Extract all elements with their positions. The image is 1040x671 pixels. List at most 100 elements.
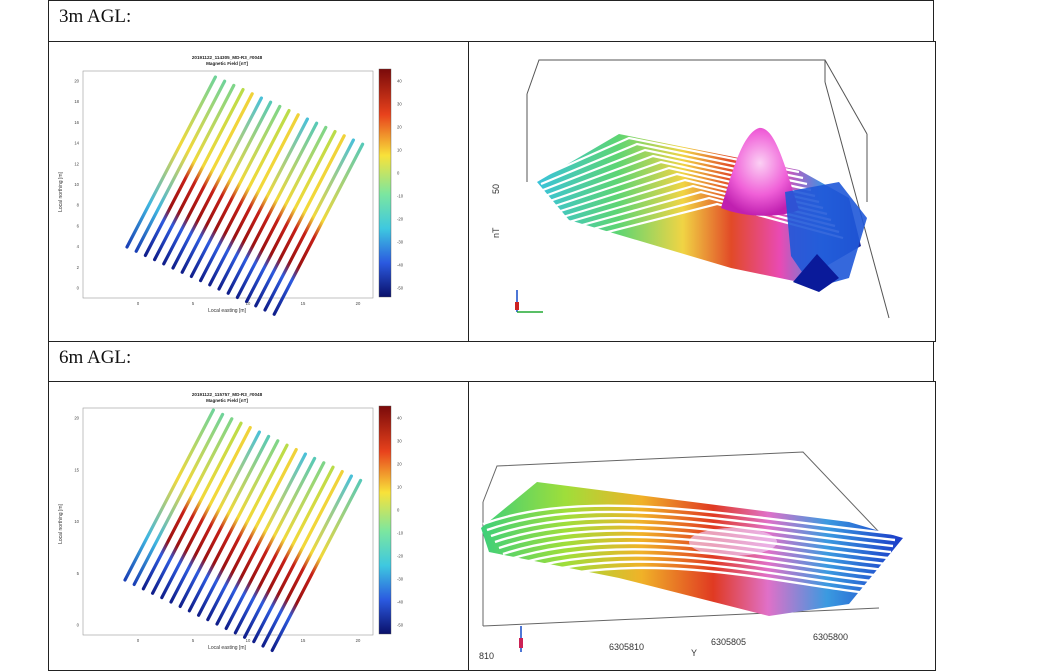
flight-line — [261, 474, 353, 648]
y-tick-label: 0 — [77, 286, 80, 291]
flight-line — [243, 465, 335, 639]
flight-line — [270, 478, 363, 652]
map-2d-cell-6m: 20191122_115757_MD-R3_#0048 Magnetic Fie… — [48, 381, 469, 671]
y-tick-label: 6305800 — [813, 632, 848, 642]
surface-stripe — [490, 516, 894, 548]
surface-stripe — [522, 566, 878, 596]
y-axis-ticks: 6305810 6305805 6305800 — [609, 632, 848, 652]
surface-stripe — [514, 554, 882, 584]
colorbar-tick-label: 30 — [397, 102, 402, 107]
y-tick-label: 14 — [74, 141, 79, 146]
colorbar-tick-label: -30 — [397, 240, 404, 245]
flight-line — [206, 447, 298, 622]
row-title-3m: 3m AGL: — [48, 0, 934, 42]
results-table: 3m AGL: 20191122_114305_MD-R3_#0048 Magn… — [48, 0, 936, 671]
map-2d-cell-3m: 20191122_114305_MD-R3_#0048 Magnetic Fie… — [48, 41, 469, 342]
y-tick-label: 2 — [77, 265, 80, 270]
y-ticks: 0 2 4 6 8 10 12 14 16 18 20 — [74, 79, 79, 291]
flight-line — [272, 142, 365, 316]
y-axis-label: Local northing [m] — [58, 172, 64, 212]
colorbar-tick-label: -10 — [397, 194, 404, 199]
colorbar-ticks: 40 30 20 10 0 -10 -20 -30 -40 -50 — [397, 79, 404, 291]
x-tick-label: 5 — [192, 301, 195, 306]
y-tick-label: 6305810 — [609, 642, 644, 652]
axis-triad-icon — [519, 626, 523, 652]
plot-subtitle: Magnetic Field [nT] — [206, 398, 248, 403]
view-3d-cell-6m: 6305810 6305805 6305800 Y 810 — [468, 381, 936, 671]
y-tick-label: 20 — [74, 416, 79, 421]
colorbar-tick-label: 20 — [397, 462, 402, 467]
flight-line — [169, 430, 261, 604]
colorbar-tick-label: 0 — [397, 171, 400, 176]
map-2d-plot-6m: 20191122_115757_MD-R3_#0048 Magnetic Fie… — [58, 392, 404, 652]
y-axis-label: Y — [691, 648, 697, 658]
plot-subtitle: Magnetic Field [nT] — [206, 61, 248, 66]
flight-line — [162, 92, 254, 266]
colorbar-tick-label: 20 — [397, 125, 402, 130]
flight-line — [180, 100, 273, 274]
surface-stripe — [502, 535, 888, 566]
colorbar-tick-label: 40 — [397, 79, 402, 84]
y-ticks: 0 5 10 15 20 — [74, 416, 79, 628]
x-tick-label: 0 — [137, 638, 140, 643]
surface-stripe — [498, 529, 890, 560]
y-tick-label: 10 — [74, 182, 79, 187]
axis-triad-icon — [515, 290, 543, 313]
x-tick-label: 5 — [192, 638, 195, 643]
flight-lines — [125, 75, 365, 316]
colorbar-ticks: 40 30 20 10 0 -10 -20 -30 -40 -50 — [397, 416, 404, 628]
flight-line — [215, 452, 307, 626]
flight-line — [189, 104, 282, 278]
plot-title: 20191122_115757_MD-R3_#0048 — [192, 392, 263, 397]
flight-line — [224, 456, 317, 630]
y-tick-label: 8 — [77, 203, 80, 208]
flight-line — [233, 461, 326, 635]
colorbar-tick-label: -40 — [397, 263, 404, 268]
flight-line — [123, 408, 215, 582]
x-tick-label: 0 — [137, 301, 140, 306]
flight-line — [132, 412, 225, 586]
surface-stripe — [510, 548, 884, 578]
y-tick-label: 12 — [74, 161, 79, 166]
surface-stripe — [518, 560, 880, 590]
x-tick-label: 15 — [301, 301, 306, 306]
flight-line — [143, 83, 236, 257]
flight-line — [125, 75, 217, 249]
flight-line — [160, 425, 252, 600]
colorbar-tick-label: 10 — [397, 485, 402, 490]
x-tick-label: 10 — [246, 301, 251, 306]
surface-stripe — [482, 504, 898, 536]
view-3d-6m: 6305810 6305805 6305800 Y 810 — [479, 451, 903, 661]
x-tick-label: 20 — [356, 638, 361, 643]
flight-line — [254, 134, 346, 308]
row-title-6m: 6m AGL: — [48, 341, 934, 382]
y-tick-label: 15 — [74, 467, 79, 472]
y-tick-label: 6 — [77, 223, 80, 228]
colorbar-tick-label: -40 — [397, 600, 404, 605]
colorbar-tick-label: -50 — [397, 623, 404, 628]
flight-line — [178, 434, 271, 608]
surface-stripe — [494, 523, 892, 554]
flight-line — [252, 469, 344, 644]
x-tick-label: 15 — [301, 638, 306, 643]
colorbar-tick-label: -30 — [397, 577, 404, 582]
z-tick: 50 — [491, 184, 501, 194]
flight-lines — [123, 408, 363, 652]
flight-line — [141, 417, 234, 591]
bounding-box — [526, 59, 890, 319]
flight-line — [152, 87, 245, 262]
x-tick-label: 20 — [356, 301, 361, 306]
x-axis-label: Local easting [m] — [208, 308, 246, 314]
view-3d-cell-3m: 50 nT — [468, 41, 936, 342]
flight-line — [134, 79, 227, 253]
colorbar-tick-label: 40 — [397, 416, 402, 421]
corner-tick: 810 — [479, 651, 494, 661]
flight-line — [197, 443, 289, 617]
y-tick-label: 20 — [74, 79, 79, 84]
colorbar-tick-label: -10 — [397, 531, 404, 536]
surface-stripe — [506, 541, 886, 572]
flight-line — [263, 138, 355, 312]
colorbar — [378, 68, 392, 298]
flight-line — [150, 421, 243, 595]
colorbar-tick-label: 10 — [397, 148, 402, 153]
